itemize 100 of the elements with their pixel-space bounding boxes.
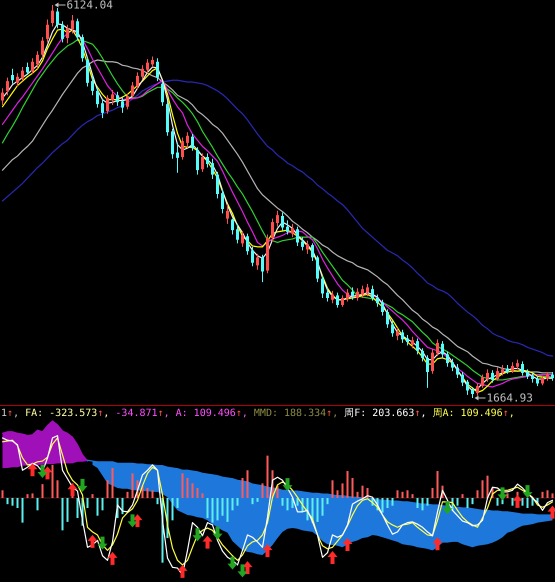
point	[202, 536, 212, 549]
bar	[262, 483, 264, 498]
bar	[12, 498, 14, 506]
bar	[426, 498, 428, 506]
point	[132, 514, 142, 528]
candlestick	[176, 142, 179, 173]
bar	[202, 493, 204, 498]
bar	[552, 493, 554, 498]
point	[238, 564, 248, 578]
bar	[96, 498, 98, 516]
bar	[56, 480, 58, 498]
annotation: 1664.93	[486, 392, 533, 404]
bar	[152, 490, 154, 498]
point	[282, 478, 292, 492]
bar	[386, 498, 388, 508]
bar	[52, 464, 54, 498]
bar	[32, 493, 34, 498]
point	[38, 465, 48, 478]
bar	[176, 498, 178, 508]
bar	[476, 490, 478, 498]
bar	[416, 498, 418, 508]
bar	[336, 490, 338, 498]
bar	[486, 476, 488, 498]
bar	[92, 494, 94, 498]
point	[512, 494, 522, 508]
bar	[286, 498, 288, 510]
bar	[246, 470, 248, 498]
bar	[506, 493, 508, 498]
point	[342, 538, 352, 551]
bar	[456, 498, 458, 506]
bar	[422, 498, 424, 510]
bar	[16, 498, 18, 508]
bar	[472, 498, 474, 504]
point	[212, 526, 222, 540]
bar	[62, 498, 64, 530]
bar	[76, 498, 78, 518]
point	[42, 466, 52, 480]
text: 1↑,	[1, 408, 20, 418]
bar	[546, 490, 548, 498]
bar	[276, 486, 278, 498]
bar	[432, 488, 434, 498]
bar	[192, 483, 194, 498]
bar	[522, 498, 524, 506]
text: -34.871↑,	[115, 408, 170, 418]
bar	[542, 492, 544, 498]
bar	[216, 498, 218, 520]
bar	[6, 498, 8, 504]
bar	[296, 498, 298, 506]
bar	[102, 498, 104, 510]
bar	[326, 498, 328, 504]
bar	[322, 498, 324, 516]
bar	[106, 480, 108, 498]
bar	[42, 484, 44, 498]
point	[128, 514, 138, 528]
bar	[66, 498, 68, 522]
point	[98, 536, 108, 550]
point	[68, 483, 78, 496]
point	[78, 478, 88, 492]
bar	[126, 492, 128, 498]
bar	[512, 498, 514, 506]
bar	[36, 498, 38, 510]
bar	[146, 488, 148, 498]
bar	[412, 494, 414, 498]
bar	[482, 480, 484, 498]
bar	[466, 498, 468, 508]
bar	[2, 490, 4, 498]
bar	[346, 471, 348, 498]
bar	[316, 498, 318, 522]
bar	[352, 478, 354, 498]
bar	[182, 473, 184, 498]
text: MMD: 188.334↑,	[254, 408, 338, 418]
bar	[242, 478, 244, 498]
point	[442, 501, 452, 514]
bar	[222, 498, 224, 516]
bar	[362, 486, 364, 498]
point	[242, 561, 252, 574]
bar	[396, 490, 398, 498]
bar	[252, 498, 254, 504]
bar	[172, 498, 174, 520]
bar	[26, 494, 28, 498]
bar	[342, 483, 344, 498]
bar	[332, 480, 334, 498]
text: FA: -323.573↑,	[25, 408, 110, 418]
text: 周F: 203.663↑,	[344, 408, 426, 418]
bar	[356, 492, 358, 498]
point	[522, 485, 532, 498]
point	[498, 487, 508, 500]
point	[432, 537, 442, 550]
point	[328, 551, 338, 564]
bar	[206, 498, 208, 518]
bar	[256, 498, 258, 502]
point	[178, 564, 188, 578]
point	[88, 534, 98, 548]
bar	[156, 498, 158, 504]
bar	[282, 498, 284, 506]
annotation: 6124.04	[66, 0, 114, 12]
bar	[212, 498, 214, 523]
bar	[496, 498, 498, 506]
text: 周A: 109.496↑,	[432, 408, 515, 418]
bar	[112, 468, 114, 498]
